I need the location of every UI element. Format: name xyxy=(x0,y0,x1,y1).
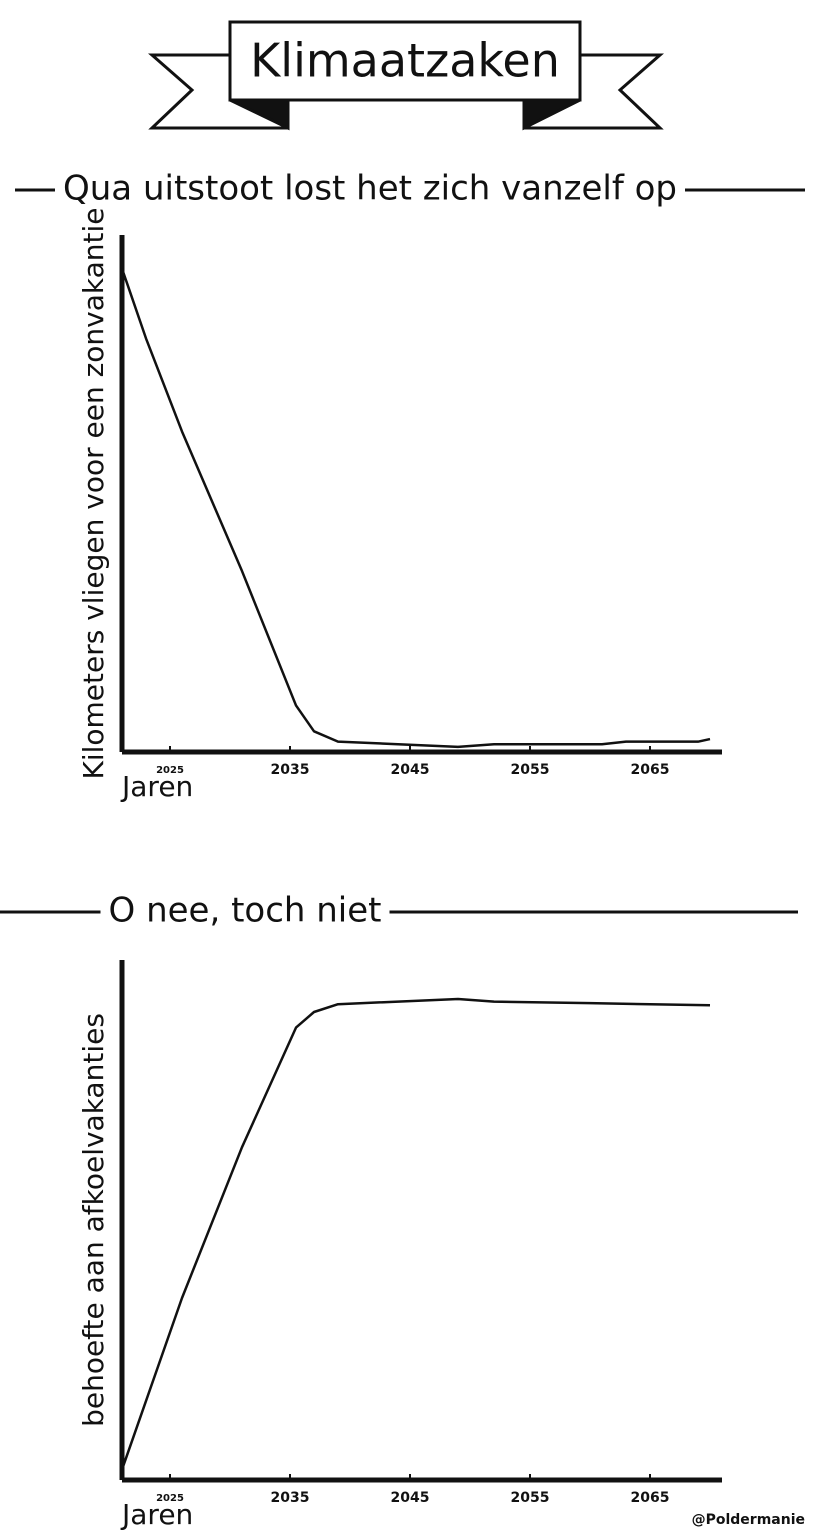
x-tick-label: 2035 xyxy=(271,762,310,778)
y-axis-label: Kilometers vliegen voor een zonvakantie xyxy=(77,207,110,779)
page-title: Klimaatzaken xyxy=(250,34,560,88)
y-axis-label: behoefte aan afkoelvakanties xyxy=(77,1013,110,1427)
x-axis-label: Jaren xyxy=(120,770,193,803)
x-tick-label: 2055 xyxy=(511,762,550,778)
data-line xyxy=(120,997,711,1471)
data-line xyxy=(120,268,711,749)
x-tick-label: 2035 xyxy=(271,1490,310,1506)
chart-title: Qua uitstoot lost het zich vanzelf op xyxy=(63,169,677,209)
credit: @Poldermanie xyxy=(692,1512,805,1528)
x-tick-label: 2045 xyxy=(391,762,430,778)
x-tick-label: 2065 xyxy=(631,762,670,778)
chart-title: O nee, toch niet xyxy=(109,891,382,931)
x-tick-label: 2055 xyxy=(511,1490,550,1506)
title-backdrop xyxy=(100,890,390,931)
x-tick-label: 2025 xyxy=(156,765,184,776)
x-axis-label: Jaren xyxy=(120,1498,193,1531)
banner-box xyxy=(228,20,582,102)
x-tick-label: 2025 xyxy=(156,1493,184,1504)
x-tick-label: 2065 xyxy=(631,1490,670,1506)
title-backdrop xyxy=(55,168,685,209)
x-tick-label: 2045 xyxy=(391,1490,430,1506)
banner xyxy=(148,20,664,131)
